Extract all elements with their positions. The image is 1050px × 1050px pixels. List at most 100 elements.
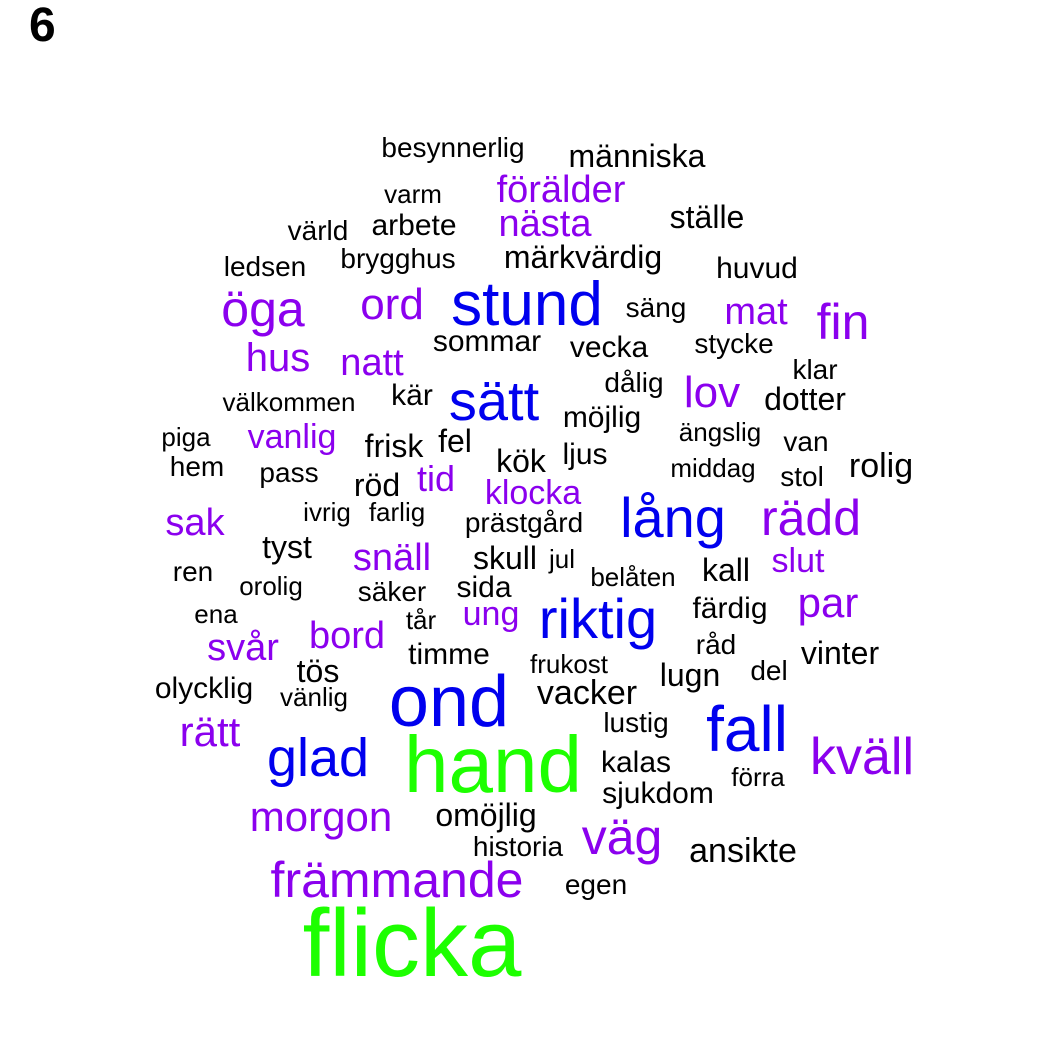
word: fall (706, 693, 788, 765)
word: stund (451, 270, 603, 339)
word: förra (731, 762, 785, 792)
word: sida (456, 571, 512, 604)
word: främmande (270, 852, 524, 908)
word: förälder (496, 169, 626, 211)
word: lov (683, 368, 741, 417)
word: egen (564, 869, 628, 900)
word: sak (165, 502, 225, 544)
word: belåten (590, 562, 676, 592)
word: piga (161, 422, 211, 452)
word: bord (308, 615, 386, 657)
word: sommar (432, 325, 542, 358)
word: värld (287, 215, 349, 246)
word: ung (462, 595, 520, 633)
word: vacker (536, 674, 638, 712)
word: svår (207, 627, 279, 669)
word: ivrig (303, 497, 351, 527)
word: tid (416, 458, 456, 499)
word: hus (245, 336, 311, 380)
word: vecka (569, 331, 649, 364)
word: van (783, 426, 829, 457)
word: dålig (604, 367, 664, 398)
word: del (750, 655, 788, 686)
word: klar (792, 354, 838, 385)
word: människa (568, 138, 706, 174)
word: ord (360, 280, 424, 329)
word: stol (780, 461, 824, 492)
word: natt (340, 342, 404, 384)
word: fin (816, 294, 870, 350)
word: sätt (448, 369, 540, 432)
word: morgon (249, 793, 393, 840)
word: kväll (809, 728, 915, 786)
word: klocka (484, 474, 582, 512)
word: färdig (692, 592, 768, 625)
word: vanlig (247, 418, 337, 456)
panel-label: 6 (29, 0, 56, 52)
word: huvud (716, 252, 798, 285)
word: råd (695, 629, 737, 660)
word: kär (391, 379, 433, 412)
word: lång (620, 486, 726, 549)
word: hem (169, 451, 225, 482)
word: kalas (600, 746, 672, 779)
word: tyst (262, 529, 312, 565)
word: stycke (694, 328, 774, 359)
word: ställe (669, 199, 745, 235)
word: kök (496, 443, 546, 479)
word: lustig (603, 707, 669, 738)
word: väg (581, 809, 663, 865)
word: farlig (368, 497, 426, 527)
word: ond (388, 662, 510, 742)
word: omöjlig (435, 797, 537, 833)
word: skull (472, 540, 538, 576)
word: timme (408, 638, 490, 671)
word: dotter (764, 381, 846, 417)
word: tös (296, 653, 340, 689)
word: märkvärdig (503, 239, 663, 275)
word: brygghus (340, 243, 456, 274)
word: slut (771, 542, 825, 580)
word: hand (404, 720, 582, 809)
word: ängslig (678, 417, 762, 447)
word: ledsen (223, 251, 307, 282)
word: jul (548, 544, 576, 574)
word: ena (194, 599, 238, 629)
word: olycklig (154, 672, 254, 705)
word: välkommen (222, 387, 356, 417)
word: frukost (529, 649, 609, 679)
word: säng (625, 292, 687, 323)
word: orolig (239, 571, 303, 601)
word: kall (701, 552, 751, 588)
word: lugn (659, 657, 721, 693)
word: rädd (760, 490, 862, 546)
word: nästa (498, 203, 592, 245)
word: pass (259, 457, 319, 488)
word: vinter (800, 635, 880, 671)
word: rolig (848, 447, 914, 485)
word: flicka (302, 890, 522, 997)
word: röd (353, 467, 401, 503)
word: fel (438, 423, 472, 459)
word: vänlig (280, 682, 348, 712)
word: möjlig (562, 401, 642, 434)
word: sjukdom (602, 777, 714, 810)
word: snäll (352, 537, 432, 579)
word: varm (384, 179, 442, 209)
word: frisk (364, 428, 424, 464)
word: historia (472, 831, 564, 862)
word: ansikte (689, 832, 797, 870)
word: besynnerlig (381, 132, 525, 163)
word: riktig (538, 587, 658, 650)
word: glad (266, 728, 370, 788)
word: mat (724, 291, 788, 333)
word: tår (405, 605, 437, 635)
word: middag (670, 453, 756, 483)
word: öga (221, 281, 305, 337)
word: säker (357, 576, 427, 607)
word: par (797, 579, 859, 626)
word: ljus (562, 438, 608, 471)
word: arbete (371, 209, 457, 242)
word: rätt (179, 708, 241, 755)
